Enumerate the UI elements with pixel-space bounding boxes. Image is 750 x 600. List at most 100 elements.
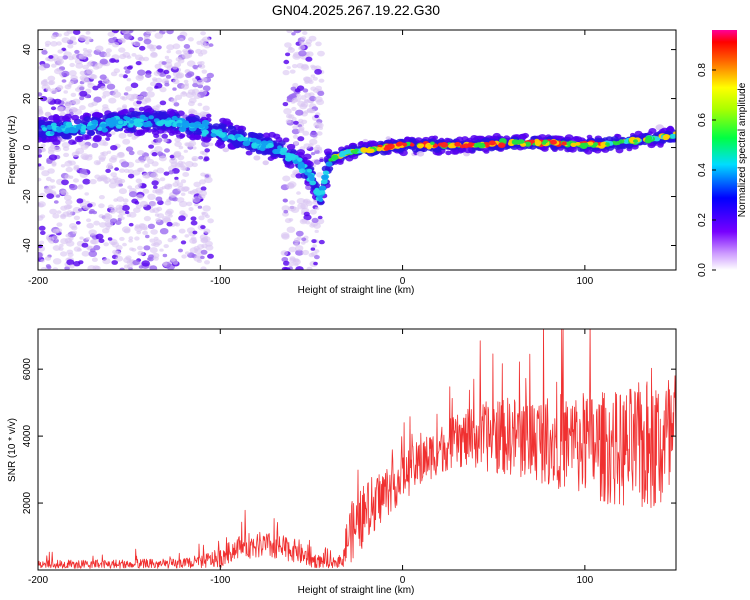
- noise-point: [135, 61, 142, 66]
- ridge-core-point: [69, 126, 75, 131]
- noise-point: [190, 220, 198, 226]
- ridge-point: [189, 135, 197, 141]
- noise-point: [86, 68, 94, 75]
- noise-point: [85, 236, 91, 241]
- ridge-point: [143, 112, 151, 118]
- ridge-core-point: [110, 117, 117, 122]
- noise-point: [72, 230, 78, 235]
- noise-point: [291, 128, 300, 135]
- ridge-point: [136, 129, 146, 136]
- noise-point: [162, 30, 168, 33]
- y-tick-label: 2000: [22, 491, 33, 514]
- ridge-core-point: [600, 141, 608, 147]
- noise-point: [146, 91, 155, 98]
- noise-point: [302, 198, 311, 205]
- noise-point: [87, 265, 96, 270]
- snr-x-ticks: -200 -100 0 100: [28, 329, 594, 586]
- noise-point: [186, 201, 193, 207]
- noise-point: [125, 255, 132, 261]
- noise-point: [91, 257, 98, 263]
- ridge-point: [71, 114, 80, 121]
- noise-point: [204, 260, 210, 265]
- ridge-core-point: [81, 125, 87, 130]
- noise-point: [51, 163, 57, 167]
- ridge-point: [586, 134, 593, 139]
- noise-point: [149, 247, 158, 254]
- colorbar-ticks: 0.0 0.2 0.4 0.6 0.8: [697, 63, 716, 277]
- noise-point: [154, 213, 160, 217]
- noise-point: [57, 106, 66, 113]
- ridge-core-point: [418, 143, 425, 148]
- noise-point: [313, 159, 321, 165]
- ridge-core-point: [467, 143, 472, 148]
- colorbar-label: Normalized spectral amplitude: [737, 82, 748, 217]
- ridge-point: [84, 134, 92, 140]
- noise-point: [295, 249, 304, 256]
- noise-point: [291, 98, 298, 103]
- noise-point: [282, 69, 290, 76]
- noise-point: [289, 200, 296, 205]
- noise-point: [101, 95, 107, 99]
- noise-point: [174, 176, 179, 180]
- noise-point: [89, 178, 97, 185]
- noise-point: [75, 150, 80, 155]
- noise-point: [158, 155, 167, 162]
- noise-point: [162, 215, 171, 222]
- noise-point: [310, 86, 317, 91]
- noise-point: [282, 198, 288, 203]
- noise-point: [69, 62, 75, 68]
- noise-point: [202, 205, 211, 212]
- noise-point: [123, 168, 130, 173]
- y-tick-label: 4000: [22, 425, 33, 448]
- ridge-core-point: [582, 142, 589, 147]
- noise-point: [137, 245, 143, 251]
- noise-point: [284, 42, 292, 48]
- ridge-core-point: [360, 147, 369, 153]
- noise-point: [204, 214, 210, 219]
- noise-point: [48, 80, 56, 85]
- ridge-core-point: [402, 142, 408, 147]
- noise-point: [159, 100, 167, 106]
- noise-point: [196, 79, 204, 86]
- noise-point: [65, 166, 73, 173]
- noise-point: [137, 150, 145, 156]
- noise-point: [38, 108, 44, 115]
- ridge-point: [518, 133, 527, 140]
- spectrogram-y-label: Frequency (Hz): [7, 116, 18, 185]
- noise-point: [115, 255, 124, 262]
- ridge-core-point: [49, 131, 55, 135]
- ridge-point: [336, 158, 343, 163]
- noise-point: [311, 239, 317, 244]
- ridge-core-point: [182, 122, 190, 128]
- snr-series: [38, 329, 676, 569]
- noise-point: [179, 37, 184, 42]
- ridge-core-point: [645, 135, 653, 141]
- noise-point: [314, 255, 320, 260]
- noise-point: [162, 138, 168, 143]
- noise-point: [200, 266, 207, 270]
- ridge-point: [350, 144, 357, 150]
- noise-point: [295, 245, 304, 252]
- noise-point: [174, 141, 182, 147]
- noise-point: [78, 184, 83, 188]
- noise-point: [299, 218, 308, 225]
- ridge-point: [44, 111, 52, 117]
- noise-point: [53, 146, 62, 152]
- noise-point: [202, 236, 211, 243]
- noise-point: [48, 154, 58, 161]
- noise-point: [162, 253, 168, 258]
- noise-point: [187, 100, 195, 107]
- noise-point: [50, 106, 57, 111]
- ridge-point: [76, 136, 83, 141]
- ridge-point: [282, 137, 290, 143]
- ridge-point: [38, 120, 45, 126]
- noise-point: [174, 179, 180, 184]
- noise-point: [105, 226, 111, 230]
- noise-point: [175, 50, 182, 55]
- noise-point: [125, 210, 130, 215]
- noise-point: [107, 204, 114, 209]
- noise-point: [301, 249, 310, 256]
- noise-point: [314, 96, 323, 103]
- ridge-core-point: [292, 159, 299, 164]
- noise-point: [303, 76, 311, 82]
